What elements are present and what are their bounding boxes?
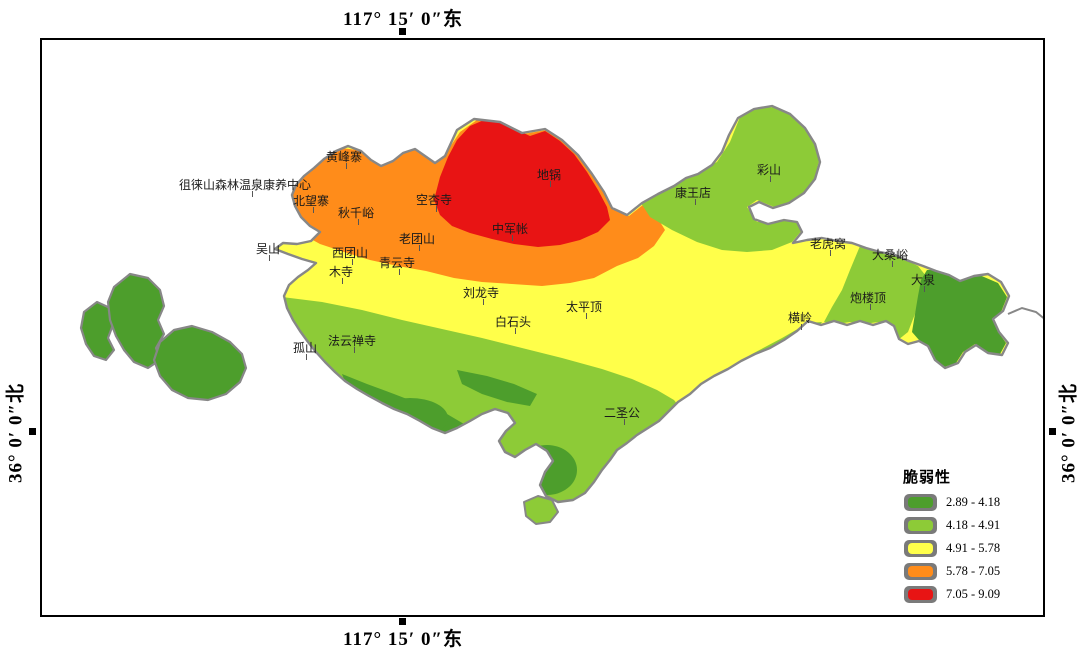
map-label-hengling: 横岭 [787,311,813,330]
legend-range-class4: 5.78 - 7.05 [946,564,1001,578]
legend-swatch-class2 [904,517,937,534]
legend-range-class5: 7.05 - 9.09 [946,587,1001,601]
map-label-daquan: 大泉 [910,273,936,292]
legend-swatch-class5 [904,586,937,603]
map-label-diguo: 地锅 [536,168,562,187]
region-class5-red [434,120,610,247]
map-label-culaishan-wellness-center: 徂徕山森林温泉康养中心 [178,178,312,197]
latitude-label-right: 36° 0′ 0″北 [1058,383,1080,483]
vulnerability-map [79,104,1043,525]
region-class1-darkgreen-center [457,370,537,406]
longitude-label-top: 117° 15′ 0″东 [343,9,463,30]
legend-title: 脆弱性 [903,470,952,486]
latitude-label-left: 36° 0′ 0″北 [5,383,27,483]
map-label-fayunchansi: 法云禅寺 [327,334,377,353]
legend-swatch-class1 [904,494,937,511]
legend-swatch-class3 [904,540,937,557]
map-label-dasangyu: 大桑峪 [871,248,909,267]
longitude-label-bottom: 117° 15′ 0″东 [343,629,463,650]
legend-range-class2: 4.18 - 4.91 [946,518,1001,532]
tick-left [29,428,36,435]
map-label-caishan: 彩山 [756,163,782,182]
map-label-musi: 木寺 [328,265,354,284]
legend-swatch-class4 [904,563,937,580]
map-label-qiuqianyu: 秋千峪 [337,206,375,225]
tick-bottom [399,618,406,625]
tick-top [399,28,406,35]
region-class2-lightgreen-northeast [637,107,820,252]
map-frame [40,38,1045,617]
map-label-gushan: 孤山 [292,341,318,360]
map-label-zhongjunzhang: 中军帐 [491,222,529,241]
map-label-ershenggong: 二圣公 [603,406,641,425]
island-west-large [152,324,248,402]
legend-item: 4.91 - 5.78 [903,539,1033,558]
island-west-small [79,300,116,362]
map-label-laotuanshan: 老团山 [398,232,436,251]
tick-right [1049,428,1056,435]
map-label-paolouding: 炮楼顶 [849,291,887,310]
map-label-xituanshan: 西团山 [331,246,369,265]
map-label-huangfengzhai: 黄峰寨 [325,150,363,169]
legend-item: 7.05 - 9.09 [903,585,1033,604]
legend-range-class3: 4.91 - 5.78 [946,541,1001,555]
east-tail-line [1007,306,1043,319]
legend-item: 5.78 - 7.05 [903,562,1033,581]
legend: 脆弱性 2.89 - 4.18 4.18 - 4.91 4.91 - 5.78 [903,466,1033,608]
legend-range-class1: 2.89 - 4.18 [946,495,1001,509]
legend-item: 4.18 - 4.91 [903,516,1033,535]
map-label-qingyunsi: 青云寺 [378,256,416,275]
map-label-taipingding: 太平顶 [565,300,603,319]
legend-item: 2.89 - 4.18 [903,493,1033,512]
map-label-kangwangdian: 康王店 [674,186,712,205]
islet-south [523,495,559,525]
region-class1-darkgreen-east-tip [912,270,1007,367]
map-label-beiwangzhai: 北望寨 [292,194,330,213]
map-label-liulongsi: 刘龙寺 [462,286,500,305]
region-class2-lightgreen-east [824,246,926,340]
map-label-kongxingsi: 空杏寺 [415,193,453,212]
map-label-laohuwo: 老虎窝 [809,237,847,256]
map-label-wushan: 吴山 [255,242,281,261]
map-label-baishitou: 白石头 [494,315,532,334]
